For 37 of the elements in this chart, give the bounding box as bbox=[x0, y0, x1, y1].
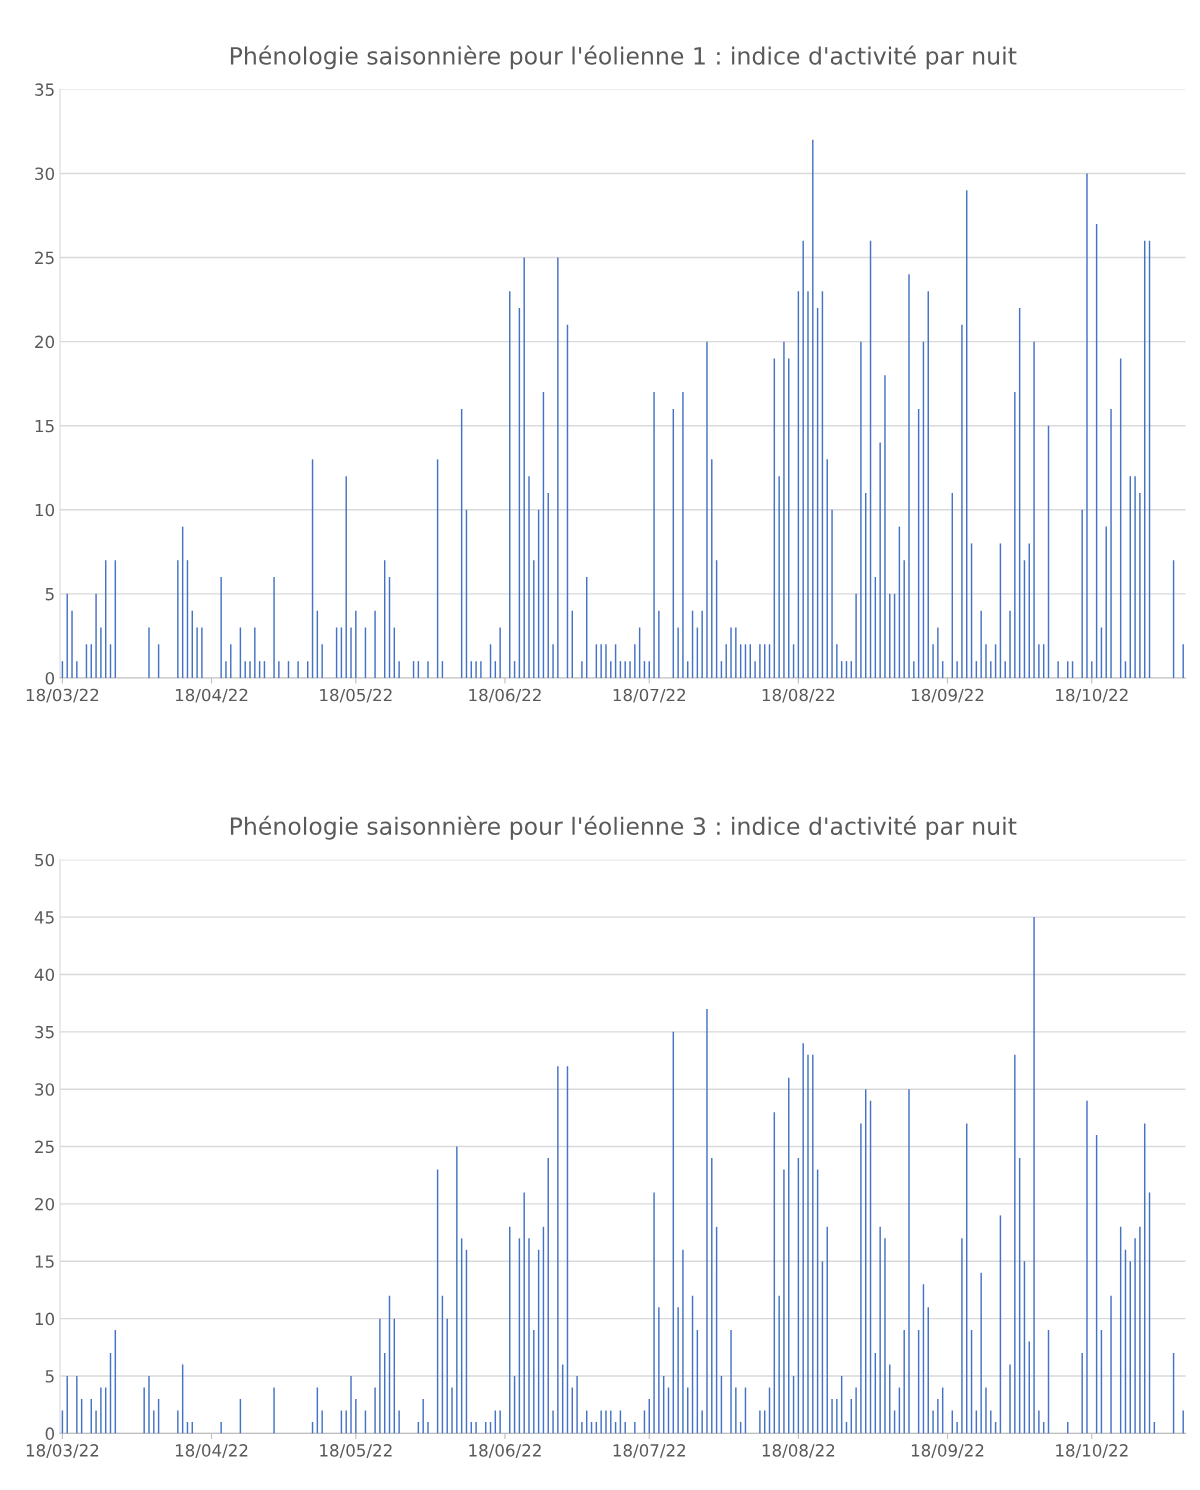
y-tick-label: 15 bbox=[35, 1255, 54, 1268]
y-tick-label: 5 bbox=[45, 1370, 54, 1383]
y-tick-label: 15 bbox=[35, 419, 54, 433]
y-tick-label: 0 bbox=[45, 671, 55, 685]
y-tick-label: 25 bbox=[35, 251, 54, 265]
x-tick-label: 18/09/22 bbox=[911, 688, 984, 703]
x-tick-label: 18/07/22 bbox=[613, 688, 686, 703]
chart-title: Phénologie saisonnière pour l'éolienne 3 : indice d'activité par nuit bbox=[230, 815, 1017, 840]
x-tick-label: 18/07/22 bbox=[613, 1444, 686, 1459]
y-tick-label: 20 bbox=[35, 1197, 55, 1211]
y-tick-label: 45 bbox=[34, 911, 54, 924]
y-tick-label: 35 bbox=[35, 83, 54, 96]
x-tick-label: 18/06/22 bbox=[469, 688, 541, 703]
x-tick-label: 18/10/22 bbox=[1056, 688, 1128, 703]
x-tick-label: 18/04/22 bbox=[175, 1444, 248, 1459]
y-tick-label: 30 bbox=[35, 1083, 55, 1096]
x-tick-label: 18/04/22 bbox=[175, 688, 248, 703]
x-tick-label: 18/10/22 bbox=[1056, 1444, 1128, 1459]
y-tick-label: 50 bbox=[35, 853, 55, 867]
y-tick-label: 10 bbox=[35, 1312, 55, 1326]
y-tick-label: 10 bbox=[35, 503, 55, 517]
x-tick-label: 18/09/22 bbox=[911, 1444, 984, 1459]
y-tick-label: 5 bbox=[45, 588, 54, 601]
x-tick-label: 18/03/22 bbox=[26, 688, 99, 703]
x-tick-label: 18/08/22 bbox=[762, 1444, 835, 1459]
y-tick-label: 20 bbox=[35, 335, 55, 349]
chart-title: Phénologie saisonnière pour l'éolienne 1 : indice d'activité par nuit bbox=[230, 45, 1017, 70]
x-tick-label: 18/06/22 bbox=[469, 1444, 541, 1459]
y-tick-label: 0 bbox=[45, 1427, 55, 1440]
y-tick-label: 30 bbox=[35, 167, 55, 181]
x-tick-label: 18/05/22 bbox=[320, 1444, 392, 1459]
y-tick-label: 40 bbox=[34, 968, 55, 982]
x-tick-label: 18/05/22 bbox=[320, 688, 392, 703]
y-tick-label: 35 bbox=[35, 1025, 54, 1039]
x-tick-label: 18/03/22 bbox=[26, 1444, 99, 1459]
x-tick-label: 18/08/22 bbox=[762, 688, 835, 703]
y-tick-label: 25 bbox=[35, 1140, 54, 1154]
